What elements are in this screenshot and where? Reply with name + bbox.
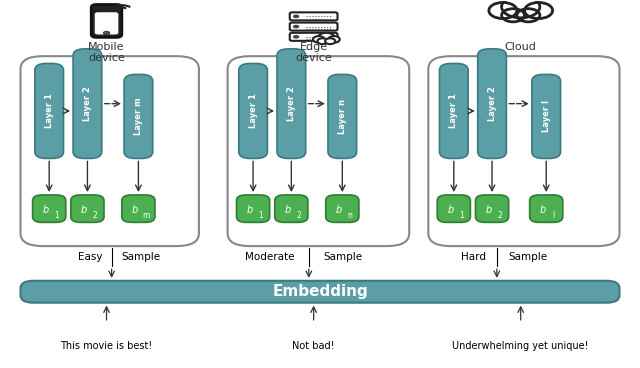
Text: $b$: $b$ xyxy=(539,203,547,215)
Text: Sample: Sample xyxy=(121,252,160,262)
FancyBboxPatch shape xyxy=(95,13,118,34)
Text: $b$: $b$ xyxy=(246,203,254,215)
FancyBboxPatch shape xyxy=(275,195,308,222)
Text: Layer 1: Layer 1 xyxy=(449,93,458,128)
Circle shape xyxy=(517,9,540,22)
Text: m: m xyxy=(142,211,150,220)
FancyBboxPatch shape xyxy=(92,4,122,38)
Text: Layer n: Layer n xyxy=(338,99,347,134)
Text: $b$: $b$ xyxy=(335,203,343,215)
Circle shape xyxy=(103,31,109,35)
FancyBboxPatch shape xyxy=(290,33,337,41)
Text: Layer 2: Layer 2 xyxy=(287,86,296,121)
Text: Layer 1: Layer 1 xyxy=(248,93,257,128)
FancyBboxPatch shape xyxy=(530,195,563,222)
Text: This movie is best!: This movie is best! xyxy=(60,341,153,351)
FancyBboxPatch shape xyxy=(277,49,306,159)
FancyBboxPatch shape xyxy=(328,74,356,159)
FancyBboxPatch shape xyxy=(124,74,153,159)
Text: Layer 2: Layer 2 xyxy=(83,86,92,121)
Text: Layer l: Layer l xyxy=(541,100,550,132)
Circle shape xyxy=(525,3,552,18)
Text: 1: 1 xyxy=(54,211,60,220)
Text: 2: 2 xyxy=(93,211,97,220)
Text: 2: 2 xyxy=(296,211,301,220)
FancyBboxPatch shape xyxy=(476,195,509,222)
Text: l: l xyxy=(553,211,555,220)
Circle shape xyxy=(293,15,300,18)
Text: $b$: $b$ xyxy=(485,203,493,215)
FancyBboxPatch shape xyxy=(20,56,199,246)
FancyBboxPatch shape xyxy=(532,74,561,159)
Text: Hard: Hard xyxy=(461,252,486,262)
Circle shape xyxy=(489,3,517,18)
FancyBboxPatch shape xyxy=(35,63,63,159)
Circle shape xyxy=(293,35,300,39)
FancyBboxPatch shape xyxy=(477,49,506,159)
FancyBboxPatch shape xyxy=(428,56,620,246)
FancyBboxPatch shape xyxy=(437,195,470,222)
FancyBboxPatch shape xyxy=(239,63,268,159)
FancyBboxPatch shape xyxy=(71,195,104,222)
Circle shape xyxy=(318,33,335,42)
Circle shape xyxy=(502,0,540,18)
FancyBboxPatch shape xyxy=(20,281,620,303)
Text: Layer 2: Layer 2 xyxy=(488,86,497,121)
Circle shape xyxy=(313,36,324,43)
Text: 1: 1 xyxy=(259,211,263,220)
FancyBboxPatch shape xyxy=(73,49,102,159)
Circle shape xyxy=(325,38,335,44)
Circle shape xyxy=(502,9,525,22)
Text: Cloud: Cloud xyxy=(505,42,537,52)
Text: Layer 1: Layer 1 xyxy=(45,93,54,128)
Text: $b$: $b$ xyxy=(42,203,50,215)
Text: Not bad!: Not bad! xyxy=(292,341,335,351)
Text: 2: 2 xyxy=(497,211,502,220)
Circle shape xyxy=(328,36,340,43)
Text: Sample: Sample xyxy=(323,252,362,262)
Circle shape xyxy=(293,25,300,28)
Text: Embedding: Embedding xyxy=(272,284,368,299)
FancyBboxPatch shape xyxy=(33,195,66,222)
Text: $b$: $b$ xyxy=(81,203,88,215)
Text: Edge
device: Edge device xyxy=(295,42,332,63)
Text: 1: 1 xyxy=(459,211,464,220)
FancyBboxPatch shape xyxy=(290,13,337,20)
FancyBboxPatch shape xyxy=(122,195,155,222)
FancyBboxPatch shape xyxy=(237,195,269,222)
FancyBboxPatch shape xyxy=(290,22,337,31)
Text: Layer m: Layer m xyxy=(134,98,143,135)
Text: $b$: $b$ xyxy=(284,203,292,215)
FancyBboxPatch shape xyxy=(326,195,359,222)
Text: n: n xyxy=(348,211,353,220)
FancyBboxPatch shape xyxy=(228,56,409,246)
Circle shape xyxy=(317,38,328,44)
Text: $b$: $b$ xyxy=(447,203,454,215)
Text: Mobile
device: Mobile device xyxy=(88,42,125,63)
Text: Sample: Sample xyxy=(508,252,547,262)
Text: Moderate: Moderate xyxy=(245,252,294,262)
Text: Underwhelming yet unique!: Underwhelming yet unique! xyxy=(452,341,589,351)
FancyBboxPatch shape xyxy=(440,63,468,159)
Text: Easy: Easy xyxy=(77,252,102,262)
Text: $b$: $b$ xyxy=(131,203,139,215)
